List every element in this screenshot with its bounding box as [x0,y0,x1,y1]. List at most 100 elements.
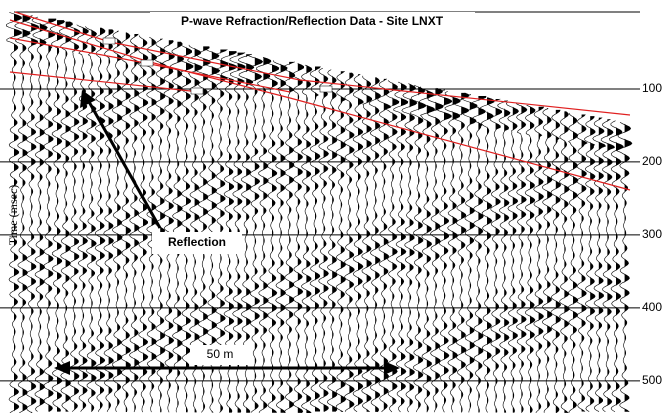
trace-fill [332,69,338,412]
trace [111,30,123,413]
trace [292,63,304,413]
tick-bg [640,80,666,97]
trace-fill [512,102,519,413]
trace [377,78,391,413]
trace [616,122,633,413]
trace [533,106,545,413]
trace [94,27,106,412]
trace [427,87,444,413]
trace [453,92,470,413]
trace-fill [117,30,123,412]
trace-fill [151,37,157,413]
trace-fill [444,89,452,413]
trace [524,104,536,413]
trace [14,13,31,413]
trace [497,100,511,413]
arrow-head [80,90,96,108]
tick-bg [640,299,666,316]
trace-fill [82,24,89,412]
trace [120,32,132,413]
trace [5,12,22,413]
trace [301,64,313,413]
y-tick-label: 100 [642,81,662,95]
trace-fill [607,119,615,412]
label-box [102,37,116,45]
trace-fill [358,74,364,412]
trace-fill [366,75,372,412]
trace-fill [289,61,295,413]
trace-fill [229,51,237,413]
refraction-line [14,11,631,116]
trace [103,29,114,413]
trace [76,24,89,412]
trace [410,84,427,413]
trace-fill [160,38,167,413]
trace-fill [383,78,391,412]
trace-fill [452,91,461,413]
label-box [319,85,333,93]
trace [361,75,373,413]
trace-fill [521,103,527,413]
tick-bg [640,372,666,389]
trace-fill [624,122,632,412]
tick-bg [640,153,666,170]
trace-fill [57,20,65,412]
trace [576,114,588,412]
trace-fill [194,44,203,413]
trace-fill [134,34,140,412]
label-box [140,59,154,67]
trace-fill [280,60,288,413]
trace [444,91,461,413]
trace [352,74,364,413]
y-tick-label: 500 [642,373,662,387]
title-bg [150,12,475,32]
trace-fill [246,54,254,413]
label-bg [152,232,242,254]
trace [282,61,296,413]
trace-fill [426,86,435,413]
trace [49,19,66,412]
trace [31,16,48,412]
trace [273,60,288,413]
trace [541,108,553,413]
trace-fill [177,41,184,413]
arrow-head [384,361,400,375]
trace [344,72,355,412]
trace [516,103,528,413]
trace [170,41,184,413]
seismic-traces [0,11,640,413]
trace-fill [418,85,426,413]
trace-fill [186,43,194,413]
trace [479,97,495,413]
trace [326,69,338,412]
overlay: P-wave Refraction/Reflection Data - Site… [6,11,631,375]
trace [67,23,81,412]
label-box [190,87,204,95]
trace-fill [435,88,444,413]
trace [584,116,596,412]
trace-fill [306,65,312,413]
trace-fill [323,68,329,412]
trace-fill [237,52,246,413]
trace-fill [91,26,97,412]
trace [461,94,478,413]
trace-fill [547,108,552,413]
trace-fill [401,82,408,412]
trace-fill [590,116,596,412]
trace-fill [74,23,81,412]
trace-fill [598,117,606,412]
trace [401,83,418,413]
trace-fill [504,100,511,413]
label-bg [190,345,250,365]
trace-fill [461,92,470,413]
trace-fill [573,113,578,413]
trace [318,67,329,412]
trace [368,77,381,413]
trace [137,35,149,413]
trace-fill [39,17,48,412]
refraction-line [9,71,201,93]
trace-fill [538,106,544,413]
trace-fill [375,77,381,412]
refraction-line [9,19,631,191]
arrow-head [54,361,70,375]
